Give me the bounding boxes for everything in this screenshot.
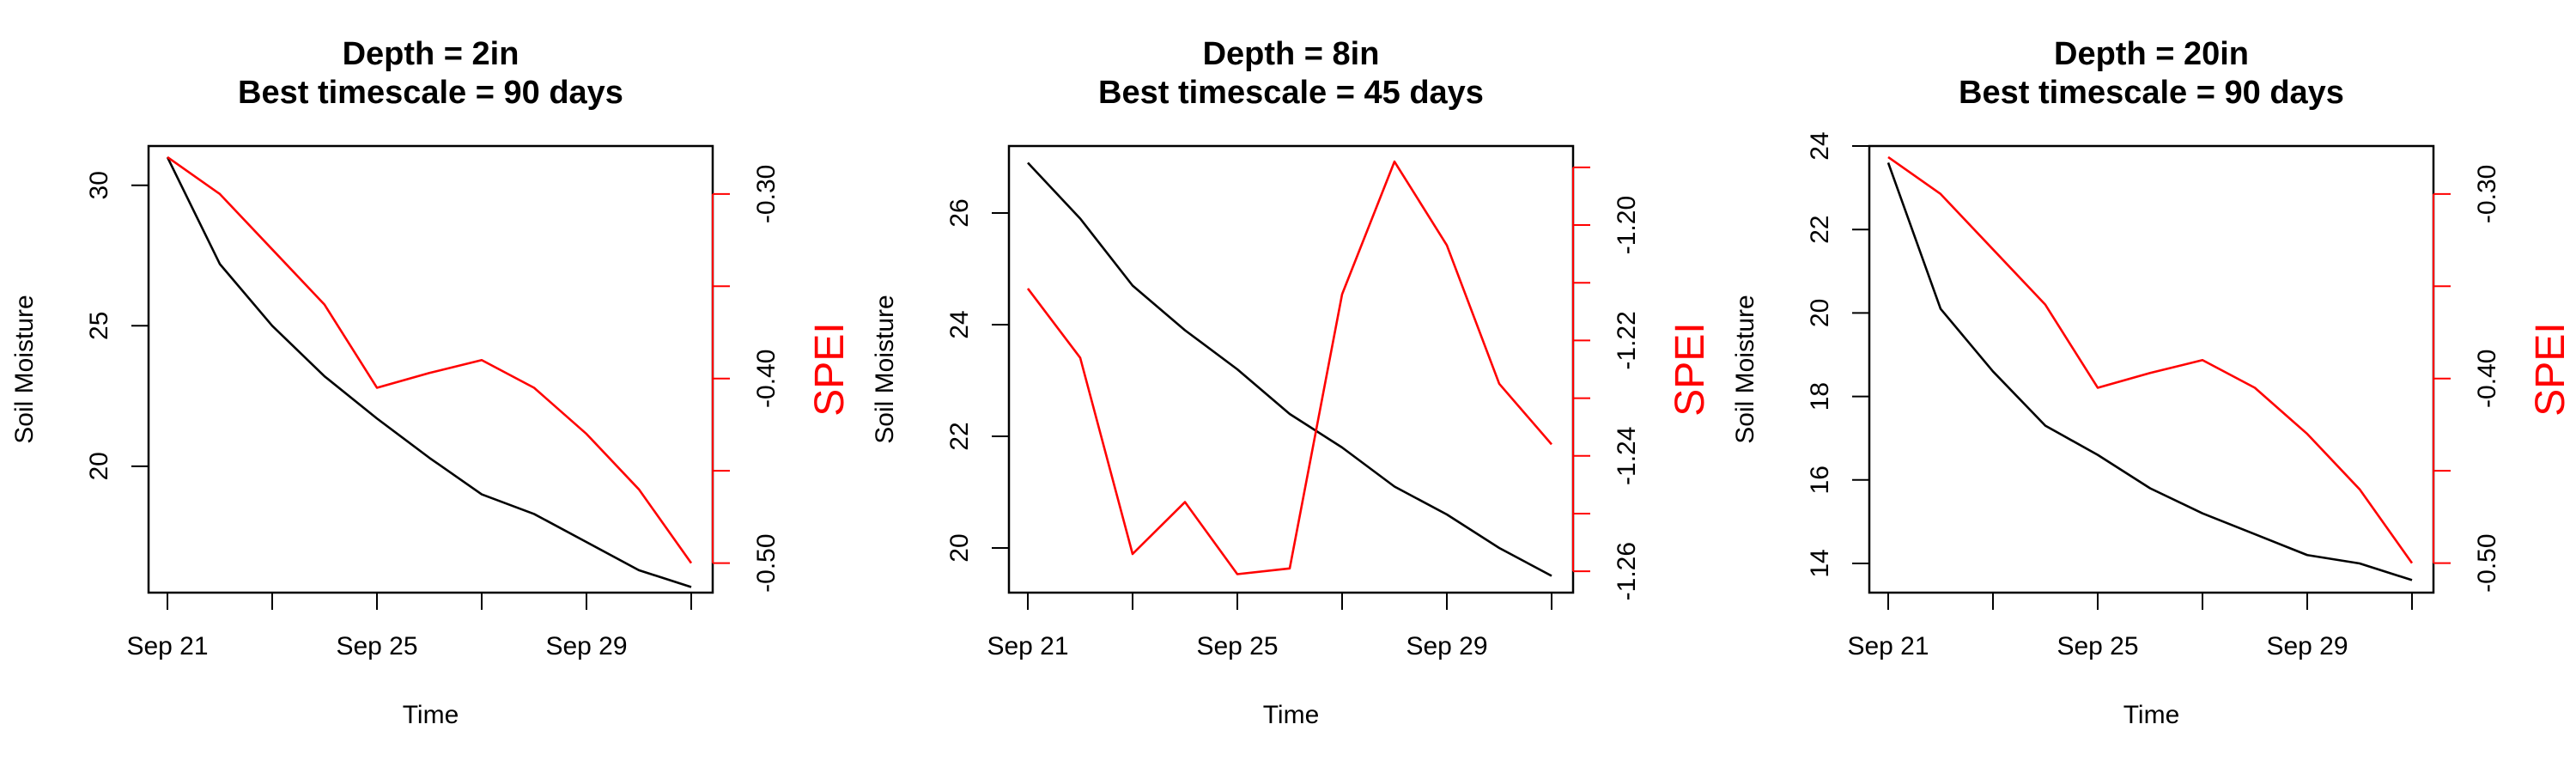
y-left-tick-label: 16 [1806,466,1834,494]
y-right-tick-label: -0.50 [752,533,781,592]
x-tick-label: Sep 25 [1196,632,1278,660]
y-right-tick-label: -1.20 [1613,196,1641,254]
y-left-tick-label: 25 [85,312,113,340]
x-tick-label: Sep 21 [126,632,208,660]
series-line-spei [1026,160,1552,575]
y-right-tick-label: -0.40 [752,350,781,408]
y-right-tick-label: -0.50 [2473,533,2501,592]
panel-title-line2: Best timescale = 45 days [1098,75,1484,111]
x-tick-label: Sep 21 [987,632,1068,660]
panel-title-line2: Best timescale = 90 days [1959,75,2344,111]
x-tick-label: Sep 29 [1406,632,1487,660]
y-left-tick-label: 18 [1806,382,1834,411]
y-right-axis-title: SPEI [2528,322,2573,416]
series-line-soil-moisture [1027,161,1552,577]
x-tick-label: Sep 25 [336,632,417,660]
y-left-tick-label: 20 [85,452,113,480]
y-right-tick-label: -1.22 [1613,311,1641,369]
series-line-soil-moisture [1886,162,2413,581]
x-axis-title: Time [403,701,459,729]
y-left-tick-label: 20 [945,533,974,562]
x-tick-label: Sep 21 [1847,632,1929,660]
y-right-axis-title: SPEI [807,322,853,416]
y-left-tick-label: 24 [945,310,974,338]
panel-title-line1: Depth = 20in [2054,36,2249,72]
y-left-axis-title: Soil Moisture [10,295,39,443]
x-axis-title: Time [2123,701,2180,729]
series-line-spei [1887,155,2414,564]
y-left-tick-label: 14 [1806,549,1834,577]
y-right-tick-label: -0.30 [2473,165,2501,223]
plot-box [1007,144,1575,594]
y-left-tick-label: 26 [945,198,974,227]
x-tick-label: Sep 29 [2266,632,2348,660]
x-tick-label: Sep 29 [545,632,627,660]
series-line-soil-moisture [166,156,692,588]
y-left-tick-label: 30 [85,171,113,199]
y-right-tick-label: -0.30 [752,165,781,223]
panel-title-line1: Depth = 2in [343,36,519,72]
y-left-axis-title: Soil Moisture [871,295,899,443]
y-left-tick-label: 24 [1806,131,1834,160]
y-left-axis-title: Soil Moisture [1731,295,1759,443]
plot-box [1868,144,2435,594]
x-tick-label: Sep 25 [2057,632,2138,660]
y-left-tick-label: 22 [945,422,974,450]
y-right-axis-title: SPEI [1668,322,1713,416]
x-axis-title: Time [1263,701,1320,729]
y-right-tick-label: -1.26 [1613,542,1641,600]
series-line-spei [167,155,693,564]
panel-title-line2: Best timescale = 90 days [238,75,623,111]
plot-box [147,144,714,594]
y-left-tick-label: 20 [1806,299,1834,327]
y-right-tick-label: -0.40 [2473,350,2501,408]
panel-title-line1: Depth = 8in [1203,36,1380,72]
y-right-tick-label: -1.24 [1613,427,1641,485]
y-left-tick-label: 22 [1806,216,1834,244]
